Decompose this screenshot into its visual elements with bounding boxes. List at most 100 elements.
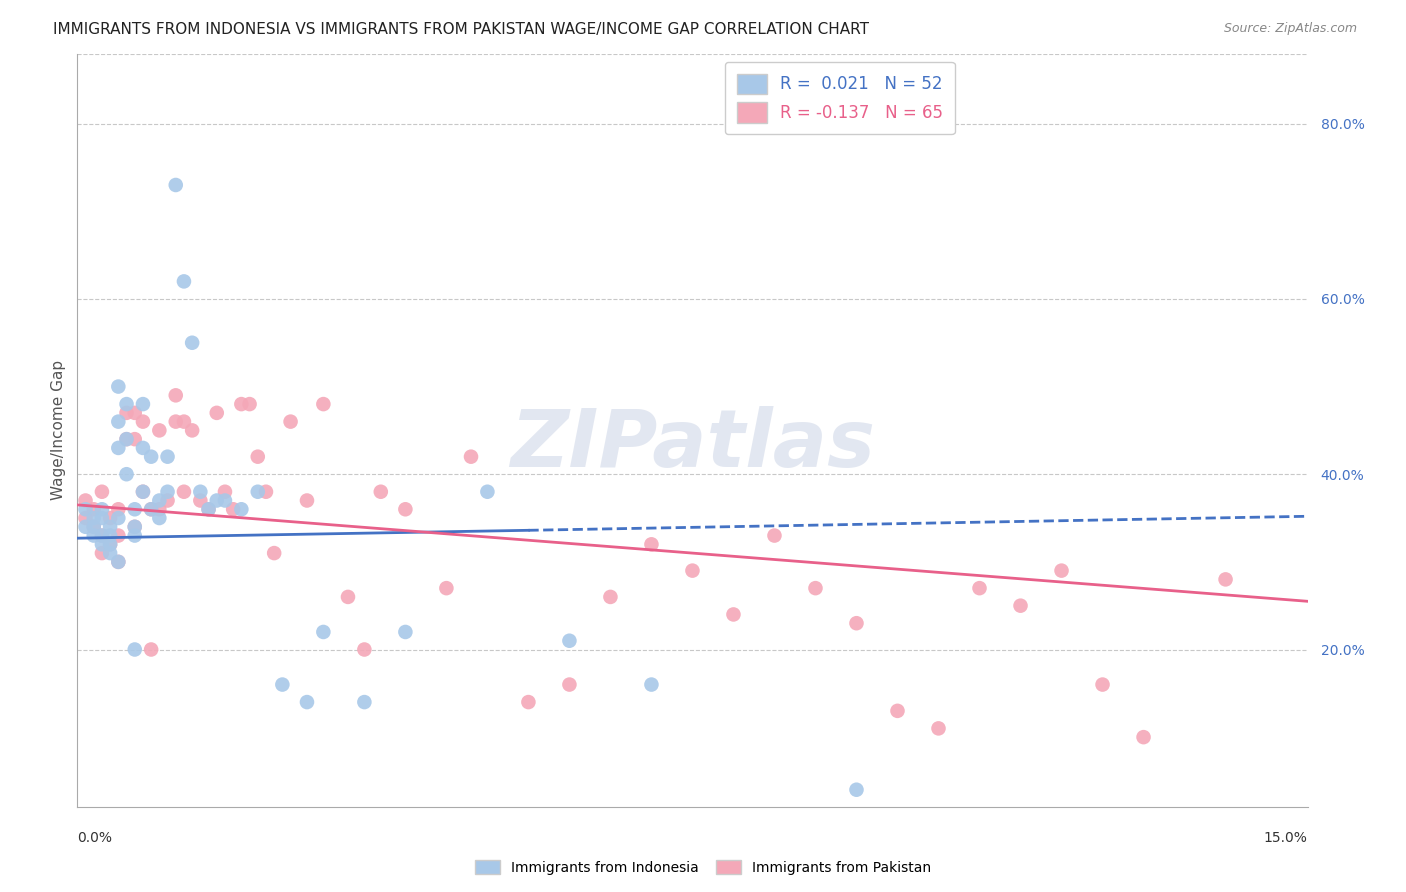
Point (132, 484, 155, 499)
Point (115, 406, 138, 420)
Point (98, 537, 121, 551)
Point (845, 616, 868, 631)
Point (148, 511, 170, 525)
Legend: R =  0.021   N = 52, R = -0.137   N = 65: R = 0.021 N = 52, R = -0.137 N = 65 (725, 62, 955, 134)
Point (295, 695, 318, 709)
Point (141, 642, 163, 657)
Point (271, 677, 294, 691)
Point (107, 441, 129, 455)
Point (124, 406, 146, 420)
Point (90, 528, 114, 542)
Point (98, 511, 121, 525)
Point (132, 397, 155, 411)
Point (231, 397, 253, 411)
Point (337, 590, 360, 604)
Point (312, 624, 335, 639)
Point (75, 520, 97, 534)
Point (173, 274, 195, 288)
Point (75, 493, 97, 508)
Text: Source: ZipAtlas.com: Source: ZipAtlas.com (1223, 22, 1357, 36)
Point (148, 502, 170, 516)
Point (640, 677, 662, 691)
Point (98, 520, 121, 534)
Point (1010, 599, 1032, 613)
Point (1132, 730, 1154, 744)
Point (115, 432, 138, 446)
Point (394, 624, 416, 639)
Point (214, 484, 236, 499)
Point (83, 520, 105, 534)
Y-axis label: Wage/Income Gap: Wage/Income Gap (51, 360, 66, 500)
Point (115, 432, 138, 446)
Point (353, 695, 375, 709)
Point (132, 415, 155, 429)
Point (107, 415, 129, 429)
Point (90, 511, 114, 525)
Point (353, 642, 375, 657)
Point (763, 528, 786, 542)
Point (124, 528, 146, 542)
Point (90, 546, 114, 560)
Point (477, 484, 499, 499)
Point (370, 484, 392, 499)
Point (928, 722, 950, 736)
Point (124, 520, 146, 534)
Point (263, 546, 285, 560)
Point (804, 581, 827, 595)
Point (156, 484, 179, 499)
Point (156, 450, 179, 464)
Point (107, 511, 129, 525)
Point (436, 581, 458, 595)
Point (188, 484, 212, 499)
Point (886, 704, 908, 718)
Point (107, 555, 129, 569)
Point (124, 520, 146, 534)
Point (107, 379, 129, 393)
Point (295, 493, 318, 508)
Point (98, 537, 121, 551)
Point (90, 502, 114, 516)
Point (205, 406, 228, 420)
Point (181, 335, 204, 350)
Point (141, 502, 163, 516)
Point (246, 450, 269, 464)
Point (558, 633, 581, 648)
Text: ZIPatlas: ZIPatlas (510, 407, 875, 484)
Point (197, 502, 219, 516)
Legend: Immigrants from Indonesia, Immigrants from Pakistan: Immigrants from Indonesia, Immigrants fr… (470, 855, 936, 880)
Point (115, 397, 138, 411)
Point (132, 484, 155, 499)
Point (90, 528, 114, 542)
Point (124, 432, 146, 446)
Text: IMMIGRANTS FROM INDONESIA VS IMMIGRANTS FROM PAKISTAN WAGE/INCOME GAP CORRELATIO: IMMIGRANTS FROM INDONESIA VS IMMIGRANTS … (53, 22, 869, 37)
Point (460, 450, 482, 464)
Point (517, 695, 540, 709)
Point (107, 555, 129, 569)
Text: 0.0%: 0.0% (77, 831, 112, 846)
Point (188, 493, 212, 508)
Point (205, 493, 228, 508)
Point (254, 484, 277, 499)
Point (214, 493, 236, 508)
Point (98, 528, 121, 542)
Point (83, 520, 105, 534)
Point (124, 642, 146, 657)
Point (83, 528, 105, 542)
Point (107, 528, 129, 542)
Point (90, 537, 114, 551)
Point (165, 178, 187, 192)
Point (181, 424, 204, 438)
Point (173, 415, 195, 429)
Point (141, 502, 163, 516)
Point (682, 564, 704, 578)
Point (75, 502, 97, 516)
Point (132, 441, 155, 455)
Point (640, 537, 662, 551)
Point (1215, 573, 1237, 587)
Point (148, 493, 170, 508)
Point (239, 397, 262, 411)
Point (165, 415, 187, 429)
Point (231, 502, 253, 516)
Point (115, 467, 138, 482)
Point (222, 502, 245, 516)
